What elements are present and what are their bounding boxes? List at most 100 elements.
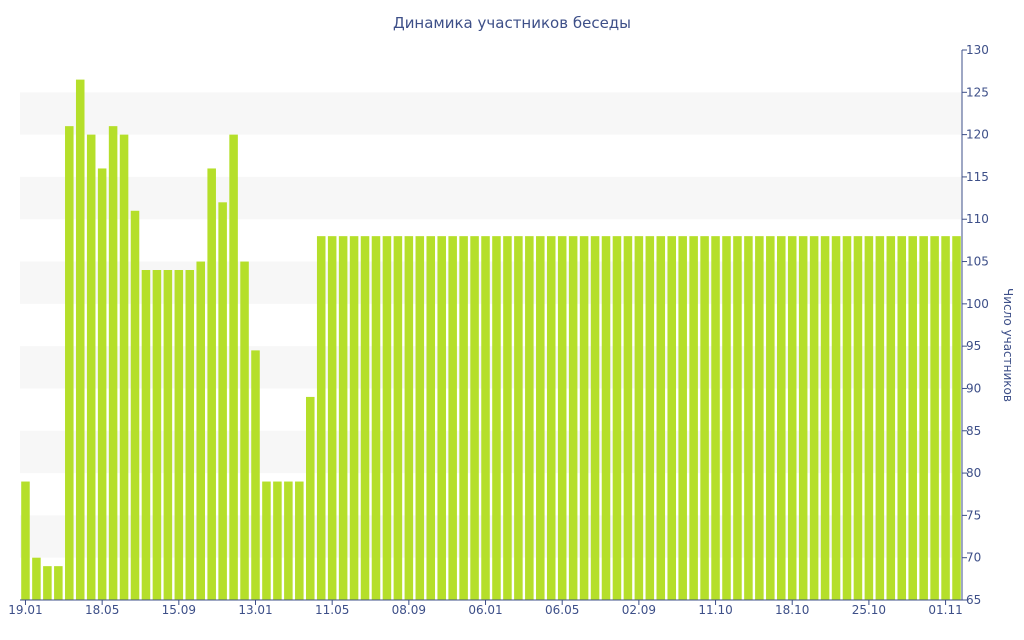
y-axis-label: Число участников [1001, 288, 1015, 402]
bar [546, 236, 556, 600]
bar [470, 236, 479, 600]
background-band [20, 176, 962, 220]
x-tick-label: 06.05 [545, 603, 579, 617]
bar [207, 168, 216, 600]
bar [295, 481, 304, 600]
bar [875, 236, 885, 600]
bar [404, 236, 414, 600]
bar [196, 261, 205, 600]
y-tick-label: 125 [966, 85, 989, 99]
bar [338, 236, 348, 600]
bar [262, 481, 271, 600]
bar [908, 236, 917, 600]
y-tick-label: 115 [966, 170, 989, 184]
y-tick-label: 65 [966, 593, 981, 607]
bar [75, 79, 85, 601]
bar [229, 134, 238, 600]
bar [327, 236, 337, 600]
bar [787, 236, 797, 600]
bar [700, 236, 709, 600]
bar [733, 236, 742, 600]
background-band [20, 92, 962, 135]
x-tick-label: 11.10 [698, 603, 732, 617]
x-tick-label: 13.01 [238, 603, 272, 617]
background-bands [20, 92, 962, 558]
bar [273, 481, 282, 600]
bar [941, 236, 950, 600]
bar [360, 236, 370, 600]
bar [108, 126, 118, 601]
y-tick-label: 80 [966, 466, 981, 480]
bar [820, 236, 830, 600]
bar [251, 350, 260, 600]
bar [557, 236, 567, 600]
y-tick-label: 95 [966, 339, 981, 353]
y-tick-label: 85 [966, 424, 981, 438]
bar [777, 236, 786, 600]
bar [492, 236, 501, 600]
bar [623, 236, 633, 600]
bar [798, 236, 808, 600]
bar [744, 236, 753, 600]
bar [952, 236, 961, 600]
bar [919, 236, 928, 600]
bar [568, 236, 578, 600]
bar [382, 236, 392, 600]
x-tick-label: 18.10 [775, 603, 809, 617]
x-axis: 19.01 18.05 15.09 13.01 11.05 08.09 06.01 06.05… [8, 599, 963, 617]
y-tick-label: 130 [966, 43, 989, 57]
bar [163, 270, 173, 600]
bar [306, 396, 315, 600]
y-tick-label: 120 [966, 128, 989, 142]
bar [689, 236, 698, 600]
bar [525, 236, 534, 600]
bar [43, 566, 52, 600]
bar [86, 134, 96, 600]
bar [185, 270, 195, 600]
bar [514, 236, 523, 600]
bar [831, 236, 841, 600]
bar [349, 236, 359, 600]
bar [842, 236, 852, 600]
bar [766, 236, 775, 600]
bar [21, 481, 30, 600]
bar [284, 481, 293, 600]
bar [667, 236, 676, 600]
bar [755, 236, 764, 600]
bar [218, 202, 227, 600]
x-tick-label: 11.05 [315, 603, 349, 617]
y-tick-label: 105 [966, 255, 989, 269]
bar [119, 134, 129, 600]
y-tick-label: 100 [966, 297, 989, 311]
bar-series [21, 79, 961, 601]
bar [481, 236, 490, 600]
x-tick-label: 01.11 [928, 603, 962, 617]
y-tick-label: 70 [966, 551, 981, 565]
bar [930, 236, 939, 600]
bar [448, 236, 457, 600]
bar [97, 168, 107, 600]
y-tick-label: 110 [966, 212, 989, 226]
bar [711, 236, 720, 600]
bar [656, 236, 666, 600]
bar [316, 236, 326, 600]
background-band [20, 515, 962, 558]
y-tick-label: 90 [966, 381, 981, 395]
bar [809, 236, 819, 600]
bar [853, 236, 863, 600]
x-tick-label: 08.09 [392, 603, 426, 617]
bar [897, 236, 907, 600]
background-band [20, 346, 962, 389]
x-tick-label: 18.05 [85, 603, 119, 617]
x-tick-label: 15.09 [162, 603, 196, 617]
bar [393, 236, 403, 600]
bar [536, 236, 545, 600]
chart-title: Динамика участников беседы [393, 14, 631, 32]
y-tick-label: 75 [966, 508, 981, 522]
bar [678, 236, 687, 600]
bar [601, 236, 611, 600]
bar [371, 236, 381, 600]
background-band [20, 261, 962, 304]
